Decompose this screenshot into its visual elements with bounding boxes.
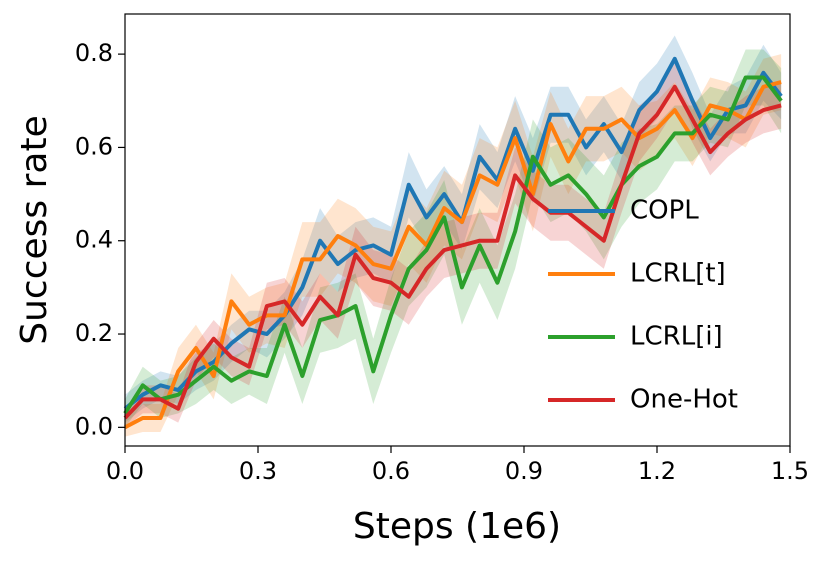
series-line xyxy=(123,56,783,411)
y-tick-label: 0.2 xyxy=(75,319,113,347)
legend: COPL LCRL[t] LCRL[i] One-Hot xyxy=(548,196,738,415)
y-tick-label: 0.4 xyxy=(75,226,113,254)
y-axis-label: Success rate xyxy=(14,115,55,344)
series-line xyxy=(123,84,782,420)
x-tick-label: 0.0 xyxy=(106,457,144,485)
x-axis-label: Steps (1e6) xyxy=(353,506,561,547)
legend-label: LCRL[i] xyxy=(630,322,723,352)
plot-frame xyxy=(124,13,791,447)
y-tick-label: 0.8 xyxy=(75,39,113,67)
series-line xyxy=(123,75,783,415)
legend-label: COPL xyxy=(630,196,699,226)
series-line xyxy=(124,80,782,430)
confidence-band xyxy=(125,35,782,423)
legend-label: LCRL[t] xyxy=(630,259,726,289)
x-tick-label: 0.9 xyxy=(505,457,543,485)
x-tick-label: 0.3 xyxy=(239,457,277,485)
legend-label: One-Hot xyxy=(630,385,738,415)
x-tick-label: 0.6 xyxy=(372,457,410,485)
y-tick-label: 0.0 xyxy=(75,412,113,440)
y-tick-label: 0.6 xyxy=(75,132,113,160)
plot-area xyxy=(123,35,783,437)
x-tick-label: 1.2 xyxy=(638,457,676,485)
x-tick-label: 1.5 xyxy=(771,457,809,485)
